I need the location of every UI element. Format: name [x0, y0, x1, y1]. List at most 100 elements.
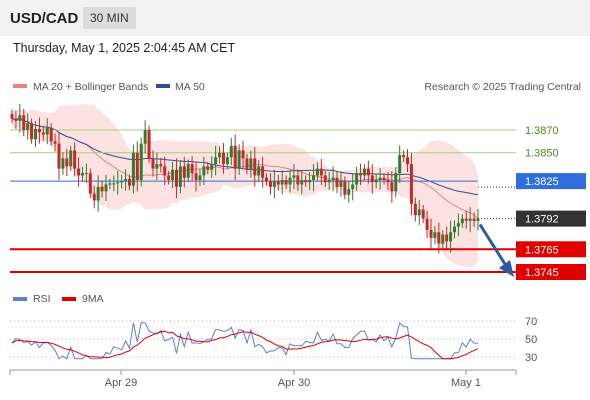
bollinger-band-layer [12, 104, 478, 268]
currency-pair-title: USD/CAD [10, 10, 79, 27]
candle [143, 120, 147, 154]
candle [96, 175, 100, 212]
pivot-label-box [516, 173, 586, 190]
candle-body [355, 173, 359, 185]
candle [308, 172, 312, 191]
candle [296, 169, 300, 191]
candle-body [398, 154, 402, 174]
candle [476, 208, 480, 231]
candle [276, 174, 280, 191]
candle-body [225, 157, 229, 165]
candle [261, 156, 265, 188]
candle [174, 158, 178, 199]
candle-body [69, 150, 73, 167]
candle-body [378, 177, 382, 180]
candle [210, 156, 214, 178]
rsi-tick-label: 30 [525, 352, 537, 364]
candle [319, 158, 323, 186]
candle-body [374, 179, 378, 183]
candle [268, 173, 272, 195]
candle [33, 120, 37, 148]
candle [445, 226, 449, 250]
candle-body [214, 157, 218, 165]
candles-layer [10, 103, 480, 254]
candle-body [429, 229, 433, 238]
last-price-box [516, 210, 586, 227]
support-label-box [516, 241, 586, 258]
candle [241, 140, 245, 169]
candle [139, 137, 143, 187]
candle-body [409, 164, 413, 204]
candle-body [22, 115, 26, 130]
rsi-line [11, 321, 479, 360]
candle-body [33, 128, 37, 140]
candle [394, 166, 398, 198]
candle-body [18, 115, 22, 121]
candle [61, 152, 65, 175]
candle-body [210, 164, 214, 170]
candle [245, 153, 249, 175]
candle [178, 160, 182, 194]
timeframe-badge[interactable]: 30 MIN [83, 7, 136, 29]
candle [460, 214, 464, 228]
candle [429, 218, 433, 250]
candle [398, 145, 402, 183]
candle [135, 141, 139, 192]
candle-body [143, 130, 147, 144]
candle [382, 173, 386, 185]
candle-body [221, 152, 225, 165]
candle [57, 132, 61, 180]
candle [253, 147, 257, 187]
candle-body [288, 177, 292, 185]
candle-body [26, 123, 30, 130]
candle [355, 166, 359, 191]
candle [312, 164, 316, 192]
candle-body [139, 143, 143, 180]
candle-body [14, 118, 18, 121]
candle-body [116, 182, 120, 184]
candle [69, 145, 73, 171]
ma50-legend-label: MA 50 [175, 81, 205, 93]
candle-body [30, 123, 34, 140]
candle [41, 126, 45, 141]
candle-body [237, 150, 241, 169]
candle-body [390, 182, 394, 192]
candle [335, 171, 339, 194]
candle [163, 156, 167, 186]
candle-body [120, 181, 124, 183]
candle [237, 144, 241, 175]
rsi-tick-label: 50 [525, 334, 537, 346]
candle [182, 156, 186, 188]
candle-body [468, 218, 472, 221]
candle [378, 168, 382, 190]
candle-body [296, 175, 300, 185]
candle-body [49, 127, 53, 142]
resistance-label: 1.3850 [525, 148, 559, 160]
candle [131, 144, 135, 194]
candle-body [335, 177, 339, 187]
candle-body [171, 169, 175, 180]
candle [80, 166, 84, 182]
candle-body [272, 181, 276, 187]
candle [292, 164, 296, 190]
candle-body [331, 177, 335, 180]
candle-body [413, 203, 417, 216]
candle-body [202, 166, 206, 176]
candle-body [174, 169, 178, 187]
candle-body [268, 181, 272, 187]
candle [280, 170, 284, 195]
candle-body [406, 157, 410, 165]
rsi-tick-label: 70 [525, 316, 537, 328]
candle [151, 150, 155, 177]
price-labels-layer: 1.3870 1.3850 1.3825 1.3765 1.3745 1.3792 [478, 125, 586, 280]
candle-body [249, 158, 253, 170]
candle-body [343, 181, 347, 195]
support-label: 1.3765 [525, 244, 559, 256]
candle-body [382, 177, 386, 180]
candle [453, 220, 457, 239]
candle [214, 145, 218, 176]
candle-body [151, 158, 155, 169]
candle [390, 170, 394, 203]
candle-body [300, 179, 304, 185]
candle [331, 166, 335, 192]
